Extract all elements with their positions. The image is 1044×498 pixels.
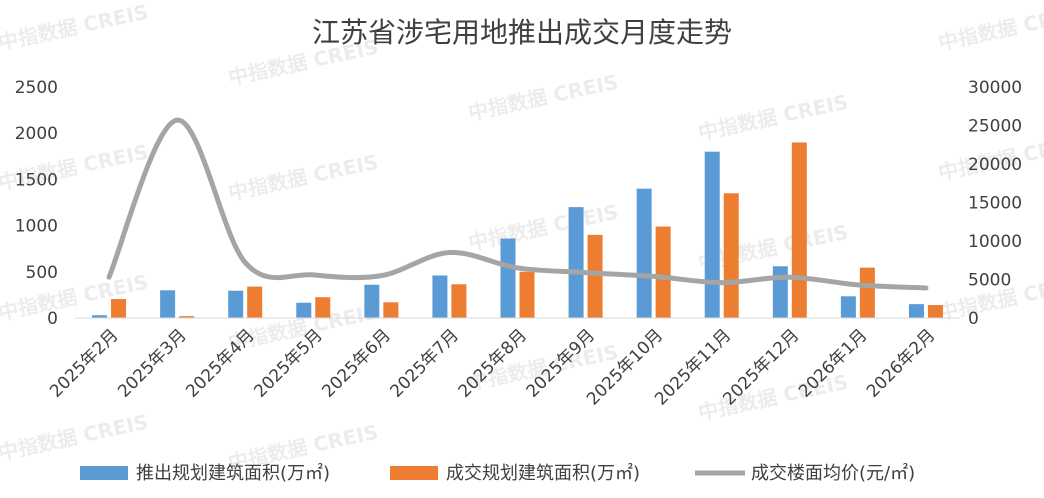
bar-launched <box>704 151 720 318</box>
bar-transacted <box>859 267 875 318</box>
legend-swatch <box>390 466 438 480</box>
right-tick-label: 20000 <box>968 155 1022 175</box>
bar-launched <box>160 290 176 318</box>
right-tick-label: 15000 <box>968 194 1022 214</box>
bar-transacted <box>587 234 603 318</box>
left-tick-label: 2500 <box>15 78 58 98</box>
bar-launched <box>228 290 244 318</box>
bar-transacted <box>179 316 195 318</box>
bar-series-layer <box>92 142 943 318</box>
bar-transacted <box>723 193 739 318</box>
left-axis-ticks: 0 500 1000 1500 2000 2500 <box>15 78 58 329</box>
bar-launched <box>908 304 924 318</box>
left-tick-label: 0 <box>47 309 58 329</box>
right-tick-label: 30000 <box>968 78 1022 98</box>
bar-transacted <box>315 297 331 318</box>
legend-label: 成交规划建筑面积(万㎡) <box>446 462 640 484</box>
bar-transacted <box>655 226 671 318</box>
bar-transacted <box>247 286 263 318</box>
bar-transacted <box>451 284 467 318</box>
price-line <box>106 117 929 291</box>
right-tick-label: 25000 <box>968 117 1022 137</box>
bar-launched <box>840 296 856 318</box>
right-tick-label: 5000 <box>968 271 1011 291</box>
right-tick-label: 0 <box>968 309 979 329</box>
right-tick-label: 10000 <box>968 232 1022 252</box>
bar-transacted <box>927 305 943 318</box>
legend: 推出规划建筑面积(万㎡) 成交规划建筑面积(万㎡) 成交楼面均价(元/㎡) <box>80 462 915 484</box>
left-tick-label: 1000 <box>15 217 58 237</box>
bar-transacted <box>791 142 807 318</box>
left-tick-label: 500 <box>26 263 58 283</box>
bar-launched <box>636 188 652 318</box>
line-series-layer <box>106 117 929 291</box>
bar-launched <box>432 275 448 318</box>
bar-launched <box>568 207 584 318</box>
legend-label: 成交楼面均价(元/㎡) <box>751 462 915 484</box>
bar-launched <box>92 315 108 318</box>
bar-launched <box>772 266 788 318</box>
bar-launched <box>500 238 516 318</box>
chart-title: 江苏省涉宅用地推出成交月度走势 <box>312 16 732 49</box>
right-axis-ticks: 0 5000 10000 15000 20000 25000 30000 <box>968 78 1022 329</box>
bar-transacted <box>111 299 127 318</box>
left-tick-label: 1500 <box>15 170 58 190</box>
bar-transacted <box>383 302 399 318</box>
bar-transacted <box>519 271 535 318</box>
bar-launched <box>364 284 380 318</box>
legend-swatch <box>80 466 128 480</box>
legend-label: 推出规划建筑面积(万㎡) <box>136 462 330 484</box>
bar-launched <box>296 302 312 318</box>
left-tick-label: 2000 <box>15 124 58 144</box>
